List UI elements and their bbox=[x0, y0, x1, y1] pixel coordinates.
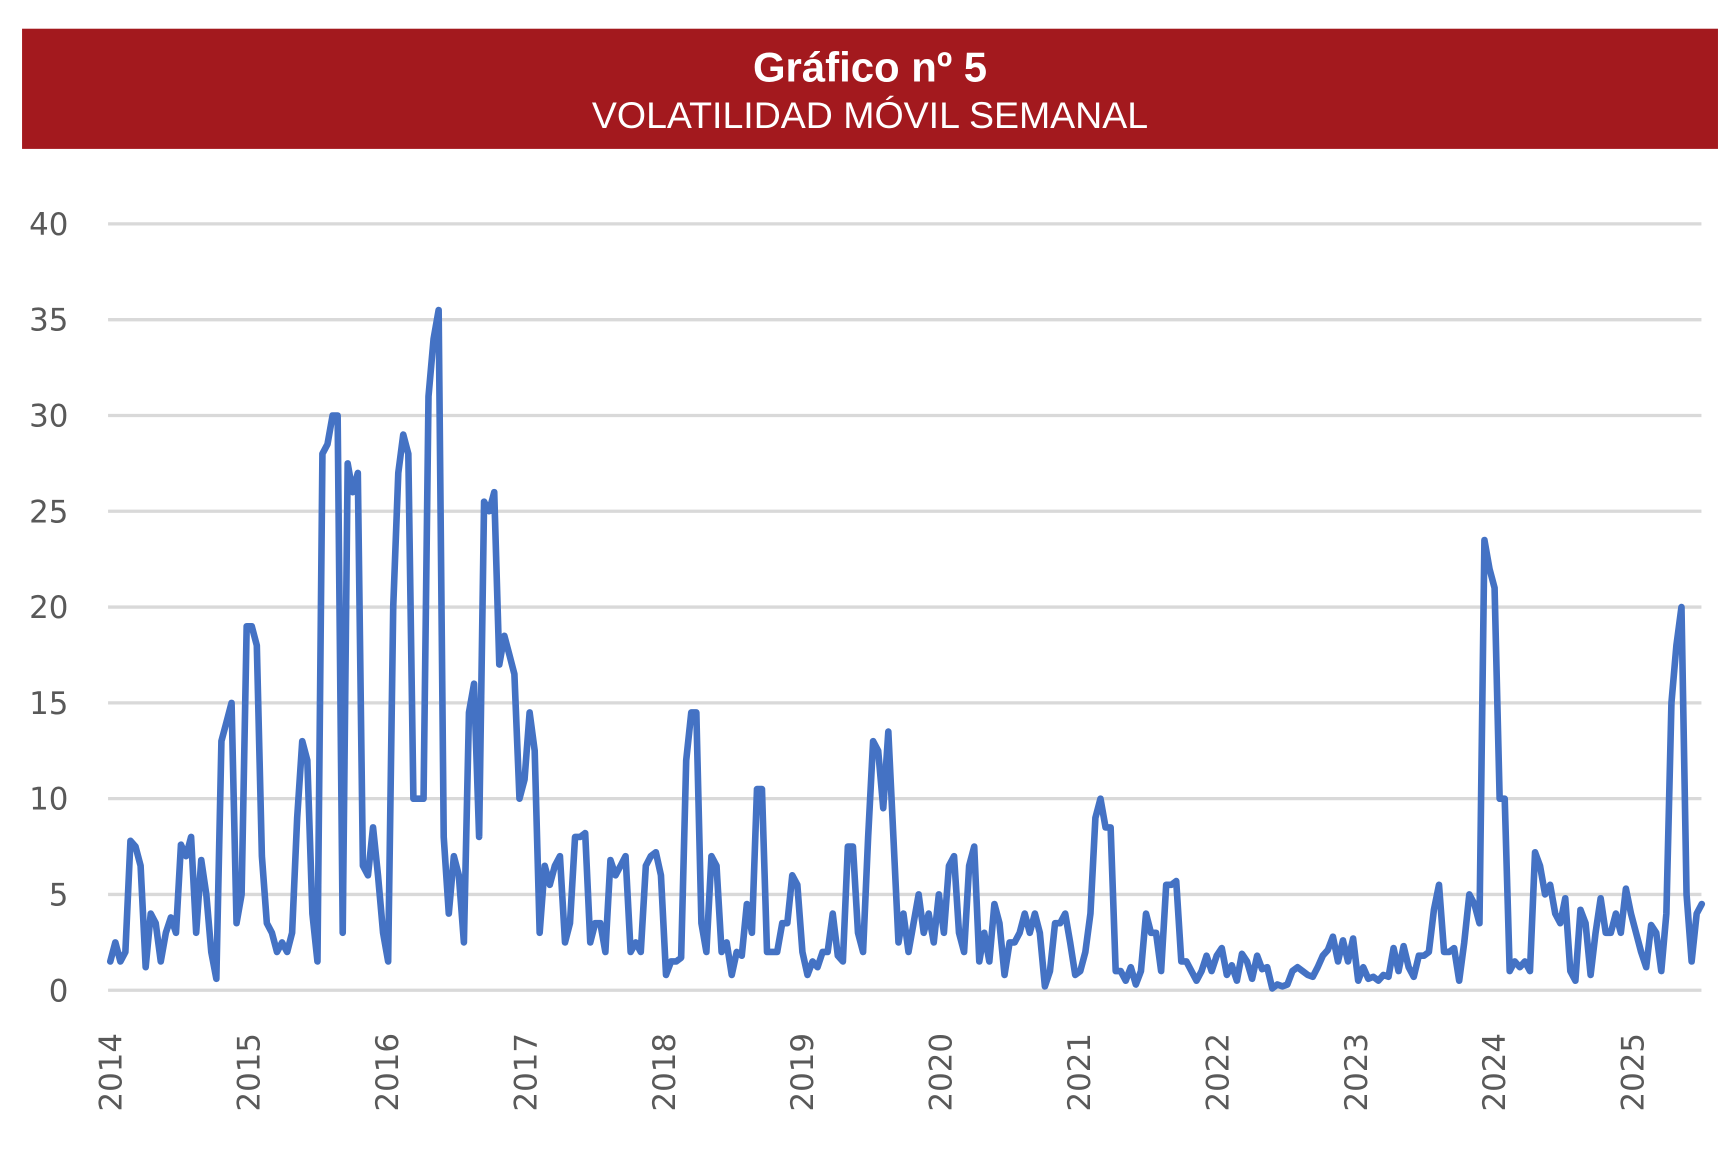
x-tick-label: 2017 bbox=[508, 1033, 544, 1112]
chart-title: Gráfico nº 5 bbox=[753, 44, 987, 91]
x-tick-label: 2023 bbox=[1339, 1033, 1375, 1112]
x-tick-label: 2020 bbox=[924, 1033, 960, 1112]
x-tick-label: 2015 bbox=[232, 1033, 268, 1112]
y-axis: 0 5 10 15 20 25 30 35 40 bbox=[29, 207, 68, 1009]
x-tick-label: 2022 bbox=[1200, 1033, 1236, 1112]
x-tick-label: 2018 bbox=[647, 1033, 683, 1112]
y-tick-label: 35 bbox=[29, 303, 68, 339]
x-tick-label: 2014 bbox=[93, 1033, 129, 1112]
header-banner bbox=[22, 28, 1718, 149]
x-tick-label: 2025 bbox=[1616, 1033, 1652, 1112]
y-tick-label: 0 bbox=[49, 973, 69, 1009]
y-tick-label: 30 bbox=[29, 399, 68, 435]
y-tick-label: 10 bbox=[29, 782, 68, 818]
y-tick-label: 25 bbox=[29, 494, 68, 530]
chart-subtitle: VOLATILIDAD MÓVIL SEMANAL bbox=[592, 94, 1148, 136]
x-axis: 2014 2015 2016 2017 2018 2019 2020 2021 2022 2023… bbox=[93, 1033, 1651, 1112]
gridlines bbox=[108, 222, 1702, 992]
y-tick-label: 5 bbox=[49, 877, 69, 913]
x-tick-label: 2019 bbox=[785, 1033, 821, 1112]
y-tick-label: 15 bbox=[29, 686, 68, 722]
x-tick-label: 2024 bbox=[1477, 1033, 1513, 1112]
x-tick-label: 2016 bbox=[370, 1033, 406, 1112]
series-line bbox=[106, 306, 1706, 992]
x-tick-label: 2021 bbox=[1062, 1033, 1098, 1112]
y-tick-label: 20 bbox=[29, 590, 68, 626]
y-tick-label: 40 bbox=[29, 207, 68, 243]
